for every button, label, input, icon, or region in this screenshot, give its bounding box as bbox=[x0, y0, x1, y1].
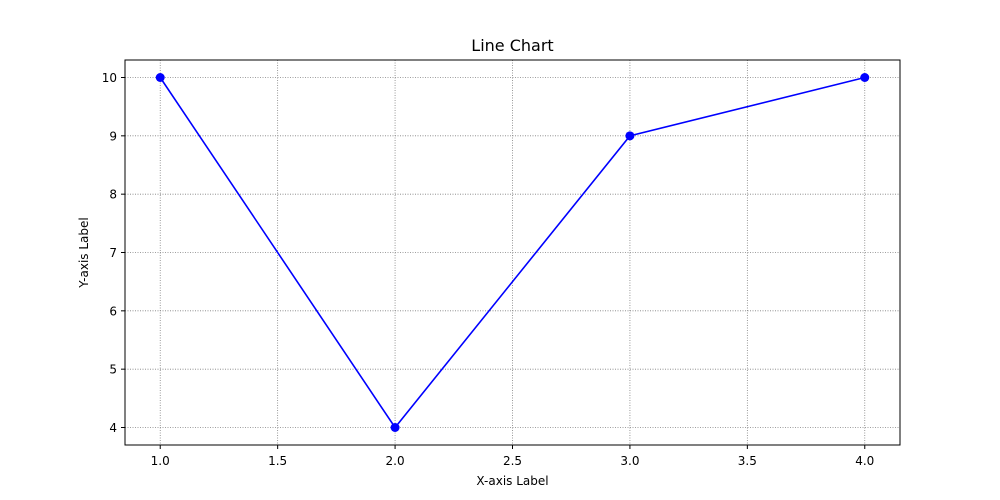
x-tick-label: 1.0 bbox=[151, 454, 170, 468]
y-axis-label: Y-axis Label bbox=[77, 217, 91, 288]
series-markers bbox=[155, 73, 870, 432]
data-point bbox=[155, 73, 165, 82]
y-tick-label: 9 bbox=[109, 129, 117, 143]
y-tick-label: 8 bbox=[109, 188, 117, 202]
x-tick-label: 3.5 bbox=[738, 454, 757, 468]
x-tick-label: 2.0 bbox=[386, 454, 405, 468]
y-axis-ticks: 4 5 6 7 8 9 10 bbox=[102, 71, 125, 435]
y-tick-label: 10 bbox=[102, 71, 117, 85]
x-axis-label: X-axis Label bbox=[476, 474, 548, 488]
y-tick-label: 7 bbox=[109, 246, 117, 260]
series-line bbox=[159, 76, 865, 429]
x-tick-label: 4.0 bbox=[855, 454, 874, 468]
x-tick-label: 3.0 bbox=[620, 454, 639, 468]
series-lines bbox=[159, 76, 865, 429]
x-tick-label: 2.5 bbox=[503, 454, 522, 468]
data-point bbox=[390, 423, 400, 432]
chart-title: Line Chart bbox=[471, 36, 553, 55]
data-point bbox=[625, 131, 635, 141]
grid bbox=[125, 60, 900, 445]
y-tick-label: 4 bbox=[109, 421, 117, 435]
x-axis-ticks: 1.0 1.5 2.0 2.5 3.0 3.5 4.0 bbox=[151, 445, 874, 468]
y-tick-label: 6 bbox=[109, 304, 117, 318]
y-tick-label: 5 bbox=[109, 363, 117, 377]
data-point bbox=[860, 73, 870, 82]
x-tick-label: 1.5 bbox=[268, 454, 287, 468]
